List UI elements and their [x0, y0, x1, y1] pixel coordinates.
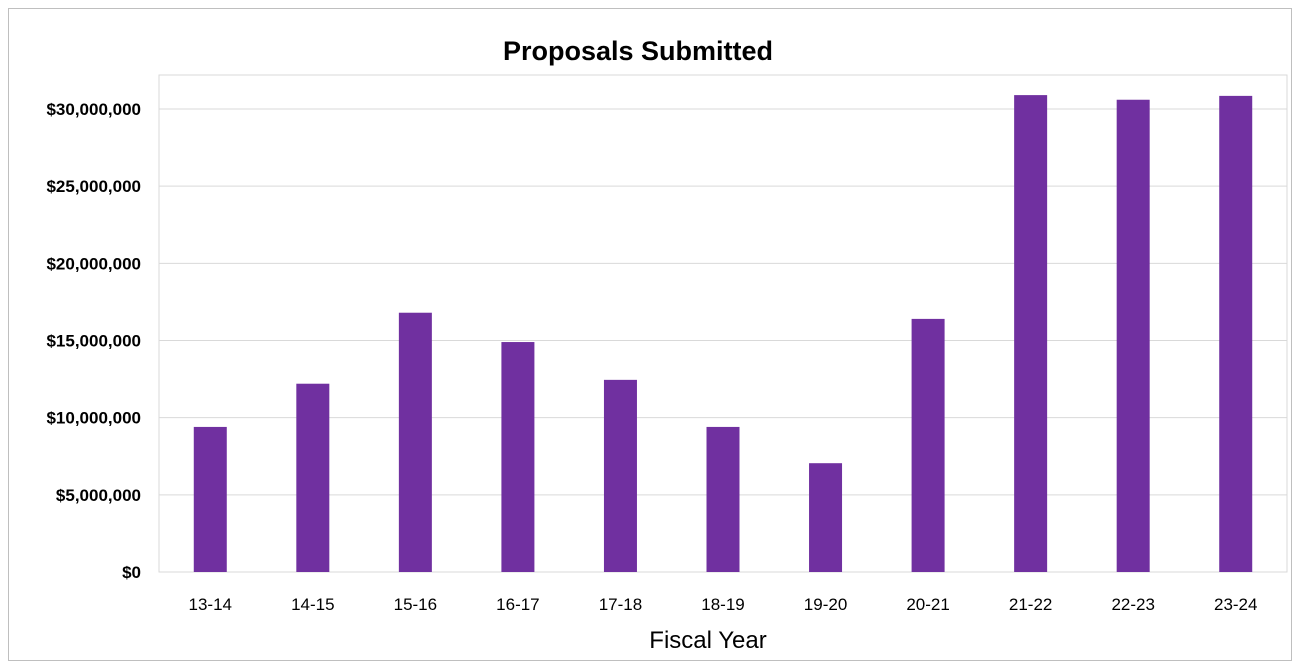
x-tick-label: 21-22 — [1009, 595, 1052, 614]
x-tick-label: 13-14 — [189, 595, 232, 614]
y-axis-ticks: $0 $5,000,000 $10,000,000 $15,000,000 $20,00… — [46, 100, 141, 582]
y-tick-label: $0 — [122, 563, 141, 582]
x-tick-label: 15-16 — [394, 595, 437, 614]
x-tick-label: 19-20 — [804, 595, 847, 614]
y-tick-label: $10,000,000 — [46, 409, 141, 428]
x-tick-label: 22-23 — [1111, 595, 1154, 614]
y-tick-label: $25,000,000 — [46, 177, 141, 196]
bar — [706, 426, 740, 572]
x-tick-label: 17-18 — [599, 595, 642, 614]
x-tick-label: 18-19 — [701, 595, 744, 614]
bar — [1014, 95, 1048, 573]
bars — [193, 95, 1253, 573]
y-tick-label: $30,000,000 — [46, 100, 141, 119]
chart-title: Proposals Submitted — [503, 36, 773, 66]
x-axis-label: Fiscal Year — [649, 627, 766, 654]
y-tick-label: $20,000,000 — [46, 254, 141, 273]
x-tick-label: 20-21 — [906, 595, 949, 614]
bar — [398, 312, 432, 572]
bar — [809, 463, 843, 572]
bar — [501, 342, 535, 572]
bar — [296, 383, 330, 572]
y-tick-label: $15,000,000 — [46, 332, 141, 351]
x-tick-label: 23-24 — [1214, 595, 1257, 614]
y-tick-label: $5,000,000 — [56, 486, 141, 505]
bar — [193, 426, 227, 572]
x-tick-label: 16-17 — [496, 595, 539, 614]
x-tick-label: 14-15 — [291, 595, 334, 614]
x-axis-ticks: 13-14 14-15 15-16 16-17 17-18 18-19 19-20 20-21… — [189, 595, 1258, 614]
bar — [603, 379, 637, 572]
bar — [1116, 99, 1150, 573]
bar — [911, 318, 945, 572]
bar — [1219, 95, 1253, 573]
